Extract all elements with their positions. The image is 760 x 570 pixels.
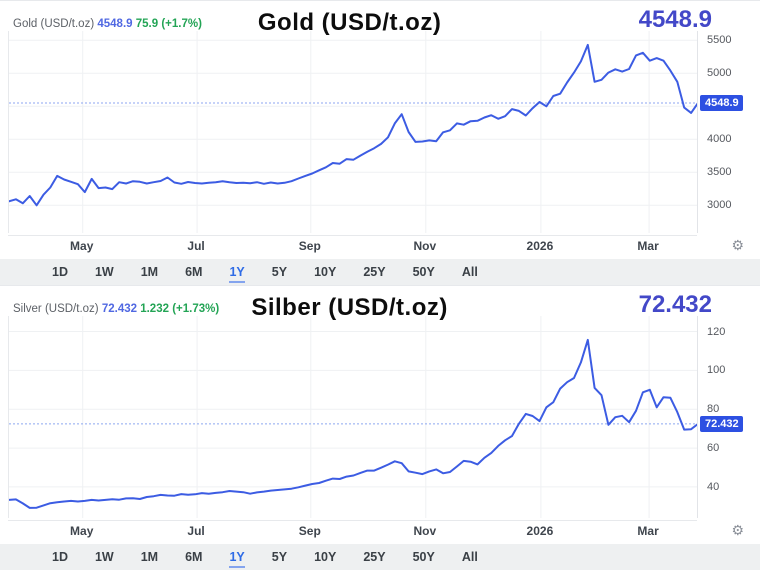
range-button-1d[interactable]: 1D	[52, 264, 68, 279]
range-button-1w[interactable]: 1W	[94, 549, 114, 564]
gold-legend-last-value: 4548.9	[97, 18, 133, 30]
x-axis-tick-label: Jul	[187, 239, 205, 253]
x-axis-tick-label: Mar	[637, 524, 659, 538]
range-button-10y[interactable]: 10Y	[314, 264, 337, 279]
x-axis-tick-label: Mar	[637, 239, 659, 253]
range-button-all[interactable]: All	[461, 264, 478, 279]
range-button-10y[interactable]: 10Y	[314, 549, 337, 564]
range-button-1d[interactable]: 1D	[52, 549, 68, 564]
range-button-1y[interactable]: 1Y	[229, 547, 245, 568]
y-axis-tick-label: 40	[707, 480, 720, 493]
gold-legend-change: 75.9 (+1.7%)	[135, 18, 202, 30]
current-price-badge: 4548.9	[700, 95, 743, 112]
range-button-6m[interactable]: 6M	[185, 264, 203, 279]
gold-plot-area[interactable]	[8, 31, 698, 233]
silver-price-line-chart[interactable]	[9, 316, 698, 518]
settings-gear-icon[interactable]: ⚙	[731, 522, 744, 538]
x-axis-tick-label: 2026	[526, 239, 554, 253]
x-axis-tick-label: Nov	[413, 239, 437, 253]
y-axis-tick-label: 3500	[707, 166, 732, 179]
range-button-5y[interactable]: 5Y	[271, 264, 288, 279]
x-axis-tick-label: 2026	[526, 524, 554, 538]
x-axis-tick-label: Sep	[298, 524, 321, 538]
x-axis-tick-label: Sep	[298, 239, 321, 253]
silver-chart-area: Silver (USD/t.oz) 72.432 1.232 (+1.73%) …	[0, 285, 760, 544]
range-button-50y[interactable]: 50Y	[412, 264, 435, 279]
y-axis-tick-label: 4000	[707, 133, 732, 146]
silver-legend-change: 1.232 (+1.73%)	[140, 303, 220, 315]
range-button-1w[interactable]: 1W	[94, 264, 114, 279]
range-button-50y[interactable]: 50Y	[412, 549, 435, 564]
silver-legend: Silver (USD/t.oz) 72.432 1.232 (+1.73%)	[13, 303, 219, 315]
gold-chart-title: Gold (USD/t.oz)	[257, 9, 442, 36]
x-axis-tick-label: May	[70, 524, 94, 538]
silver-range-bar: 1D 1W 1M 6M 1Y 5Y 10Y 25Y 50Y All	[0, 544, 760, 570]
gold-current-price: 4548.9	[638, 6, 712, 33]
current-price-badge: 72.432	[700, 415, 743, 432]
range-button-1m[interactable]: 1M	[140, 264, 159, 279]
gold-time-axis[interactable]: May Jul Sep Nov 2026 Mar	[8, 235, 697, 253]
range-button-25y[interactable]: 25Y	[363, 264, 386, 279]
gold-price-axis[interactable]: 5500 5000 4000 3500 3000 4548.9	[697, 31, 760, 233]
range-button-1m[interactable]: 1M	[140, 549, 159, 564]
gold-range-bar: 1D 1W 1M 6M 1Y 5Y 10Y 25Y 50Y All	[0, 259, 760, 285]
y-axis-tick-label: 100	[707, 364, 726, 377]
x-axis-tick-label: May	[70, 239, 94, 253]
silver-chart-panel: Silver (USD/t.oz) 72.432 1.232 (+1.73%) …	[0, 285, 760, 570]
silver-chart-title: Silber (USD/t.oz)	[251, 294, 448, 321]
y-axis-tick-label: 5500	[707, 34, 732, 47]
x-axis-tick-label: Jul	[187, 524, 205, 538]
y-axis-tick-label: 60	[707, 442, 720, 455]
x-axis-tick-label: Nov	[413, 524, 437, 538]
settings-gear-icon[interactable]: ⚙	[731, 237, 744, 253]
y-axis-tick-label: 3000	[707, 199, 732, 212]
y-axis-tick-label: 120	[707, 325, 726, 338]
gold-chart-area: Gold (USD/t.oz) 4548.9 75.9 (+1.7%) Gold…	[0, 0, 760, 259]
range-button-1y[interactable]: 1Y	[229, 262, 245, 283]
gold-chart-panel: Gold (USD/t.oz) 4548.9 75.9 (+1.7%) Gold…	[0, 0, 760, 285]
y-axis-tick-label: 5000	[707, 67, 732, 80]
gold-legend: Gold (USD/t.oz) 4548.9 75.9 (+1.7%)	[13, 18, 202, 30]
silver-time-axis[interactable]: May Jul Sep Nov 2026 Mar	[8, 520, 697, 538]
silver-legend-symbol: Silver (USD/t.oz)	[13, 303, 99, 315]
silver-plot-area[interactable]	[8, 316, 698, 518]
silver-legend-last-value: 72.432	[101, 303, 138, 315]
gold-price-line-chart[interactable]	[9, 31, 698, 233]
silver-current-price: 72.432	[638, 291, 712, 318]
range-button-all[interactable]: All	[461, 549, 478, 564]
silver-price-axis[interactable]: 120 100 80 60 40 72.432	[697, 316, 760, 518]
gold-legend-symbol: Gold (USD/t.oz)	[13, 18, 95, 30]
range-button-6m[interactable]: 6M	[185, 549, 203, 564]
y-axis-tick-label: 80	[707, 403, 720, 416]
range-button-5y[interactable]: 5Y	[271, 549, 288, 564]
range-button-25y[interactable]: 25Y	[363, 549, 386, 564]
